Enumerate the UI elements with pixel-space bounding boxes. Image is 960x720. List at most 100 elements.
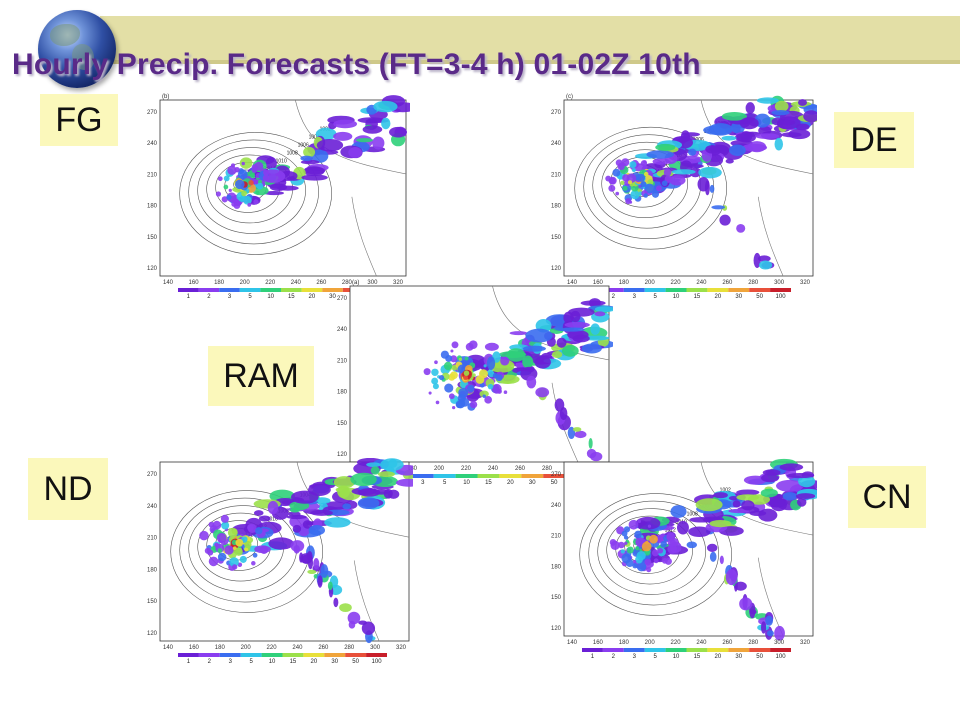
colorbar-swatch <box>644 648 666 652</box>
colorbar-label: 100 <box>776 294 787 298</box>
precip-core-cell <box>617 162 625 171</box>
precip-core-cell <box>443 361 453 371</box>
precip-cell <box>688 526 711 538</box>
precip-core-cell <box>630 190 640 200</box>
colorbar-label: 20 <box>507 480 514 484</box>
x-tick-label: 240 <box>488 466 499 472</box>
colorbar-swatch <box>198 653 220 657</box>
precip-tail-cell <box>760 621 767 634</box>
precip-cell <box>725 158 734 164</box>
colorbar-swatch <box>749 288 771 292</box>
precip-core-cell <box>217 552 227 562</box>
precip-cell <box>300 155 313 161</box>
precip-cell <box>721 112 747 121</box>
precip-core-cell <box>663 168 672 177</box>
colorbar-swatch <box>770 288 791 292</box>
precip-cell <box>388 458 398 468</box>
colorbar-label: 10 <box>269 659 276 663</box>
y-tick-label: 240 <box>147 141 158 147</box>
precip-tail-cell <box>765 615 774 626</box>
precip-cell <box>303 146 316 158</box>
precip-core-cell <box>444 383 454 393</box>
precip-core-cell <box>660 540 667 548</box>
precip-cell <box>708 123 733 136</box>
isobar-label: 1004 <box>309 134 320 140</box>
colorbar-swatch <box>686 288 708 292</box>
x-tick-label: 220 <box>461 466 472 472</box>
x-tick-label: 240 <box>292 645 303 651</box>
precip-cell <box>580 300 606 306</box>
precip-core-cell <box>217 176 223 182</box>
precip-cell <box>688 148 697 156</box>
colorbar-label: 10 <box>463 480 470 484</box>
precip-core-cell <box>620 549 625 554</box>
precip-cell <box>594 311 606 317</box>
precip-cell <box>333 476 355 489</box>
precip-core-cell <box>615 191 620 196</box>
precip-core-cell <box>645 540 649 545</box>
label-ram: RAM <box>208 346 314 406</box>
precip-cell <box>756 97 779 104</box>
precip-core-cell <box>216 532 227 543</box>
precip-core-cell <box>465 342 474 351</box>
colorbar-label: 3 <box>633 654 637 658</box>
colorbar-label: 20 <box>311 659 318 663</box>
precip-cell <box>286 515 307 520</box>
precip-cell <box>333 119 358 129</box>
y-tick-label: 210 <box>337 358 348 364</box>
precip-cell <box>669 175 686 186</box>
x-tick-label: 220 <box>671 280 682 286</box>
colorbar-label: 30 <box>331 659 338 663</box>
precip-core-cell <box>666 532 675 541</box>
precip-cell <box>567 330 589 340</box>
x-tick-label: 300 <box>774 280 785 286</box>
y-tick-label: 150 <box>551 235 562 241</box>
map-panel-fg: (b)2702402101801501201014101210101008100… <box>147 94 410 298</box>
colorbar-label: 20 <box>715 654 722 658</box>
precip-tail-cell <box>588 438 593 449</box>
precip-tail-cell <box>774 625 785 641</box>
colorbar-label: 2 <box>208 659 212 663</box>
precip-cell <box>506 348 526 362</box>
isobar <box>574 126 727 250</box>
y-tick-label: 150 <box>147 599 158 605</box>
precip-core-cell <box>503 390 508 394</box>
precip-tail-cell <box>307 569 317 575</box>
precip-core-cell <box>448 393 455 400</box>
precip-tail-cell <box>734 581 747 591</box>
precip-core-cell <box>212 520 222 530</box>
colorbar-swatch <box>707 288 729 292</box>
y-tick-label: 240 <box>337 327 348 333</box>
precip-cell <box>635 516 661 530</box>
isobar-label: 1008 <box>687 512 698 518</box>
isobar <box>170 490 323 613</box>
precip-cell <box>239 157 253 169</box>
precip-cell <box>570 310 581 323</box>
precip-tail-cell <box>719 214 731 226</box>
precip-core-cell <box>228 188 232 193</box>
precip-core-cell <box>621 553 632 564</box>
precip-cell <box>301 174 328 181</box>
precip-cell <box>741 500 755 511</box>
precip-core-cell <box>651 549 659 557</box>
colorbar-swatch <box>198 288 220 292</box>
precip-core-cell <box>631 167 636 173</box>
precip-cell <box>355 138 374 143</box>
precip-core-cell <box>227 527 238 538</box>
precip-cell <box>732 500 741 508</box>
precip-core-cell <box>237 169 248 180</box>
precip-cell <box>350 472 377 487</box>
y-tick-label: 180 <box>147 567 158 573</box>
x-tick-label: 320 <box>396 645 407 651</box>
y-tick-label: 120 <box>147 266 158 272</box>
precip-core-cell <box>432 383 439 390</box>
precip-core-cell <box>463 375 469 381</box>
precip-core-cell <box>618 175 623 180</box>
colorbar-label: 30 <box>529 480 536 484</box>
y-tick-label: 180 <box>551 564 562 570</box>
precip-core-cell <box>487 383 494 390</box>
x-tick-label: 280 <box>748 280 759 286</box>
x-tick-label: 140 <box>567 640 578 646</box>
x-tick-label: 280 <box>542 466 553 472</box>
panel-fg: (b)2702402101801501201014101210101008100… <box>138 88 410 298</box>
